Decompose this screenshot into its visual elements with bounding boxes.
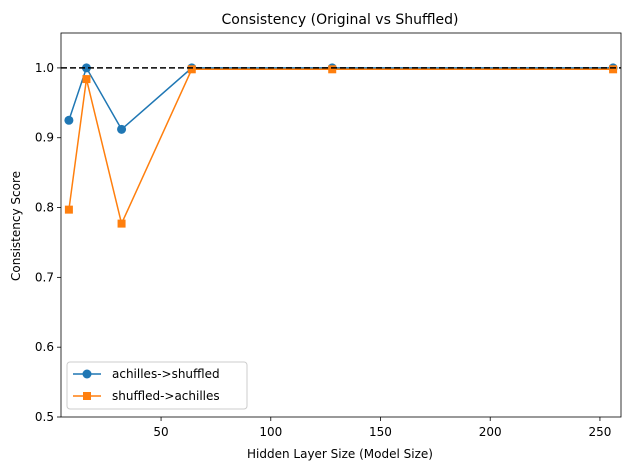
legend-marker-2 <box>83 392 91 400</box>
x-tick-label: 50 <box>153 425 168 439</box>
axes-frame <box>60 32 622 418</box>
x-tick-label: 250 <box>588 425 611 439</box>
series-point-2 <box>117 219 126 228</box>
y-tick-label: 0.9 <box>35 131 54 145</box>
series-point-2 <box>609 65 618 74</box>
series-point-1 <box>81 63 91 73</box>
y-tick-label: 0.5 <box>35 410 54 424</box>
y-tick-label: 0.7 <box>35 270 54 284</box>
x-axis-label: Hidden Layer Size (Model Size) <box>247 447 433 461</box>
series-line-1 <box>68 66 614 131</box>
y-tick-label: 0.6 <box>35 340 54 354</box>
series-point-2 <box>187 65 196 74</box>
legend-marker-1 <box>82 369 92 379</box>
series-line-2 <box>68 68 614 226</box>
chart-title: Consistency (Original vs Shuffled) <box>222 12 459 28</box>
plot-area <box>61 63 621 228</box>
y-tick-label: 0.8 <box>35 201 54 215</box>
x-tick-label: 150 <box>369 425 392 439</box>
x-tick-label: 100 <box>259 425 282 439</box>
legend-label-2: shuffled->achilles <box>112 389 220 403</box>
series-point-2 <box>82 75 91 84</box>
series-point-1 <box>117 124 127 134</box>
series-point-2 <box>64 205 73 214</box>
x-tick-label: 200 <box>479 425 502 439</box>
series-point-1 <box>64 115 74 125</box>
legend-label-1: achilles->shuffled <box>112 367 220 381</box>
legend-box <box>66 361 248 410</box>
y-tick-label: 1.0 <box>35 61 54 75</box>
series-point-2 <box>328 65 337 74</box>
y-axis-label: Consistency Score <box>9 171 23 281</box>
legend: achilles->shuffled shuffled->achilles <box>66 361 248 410</box>
